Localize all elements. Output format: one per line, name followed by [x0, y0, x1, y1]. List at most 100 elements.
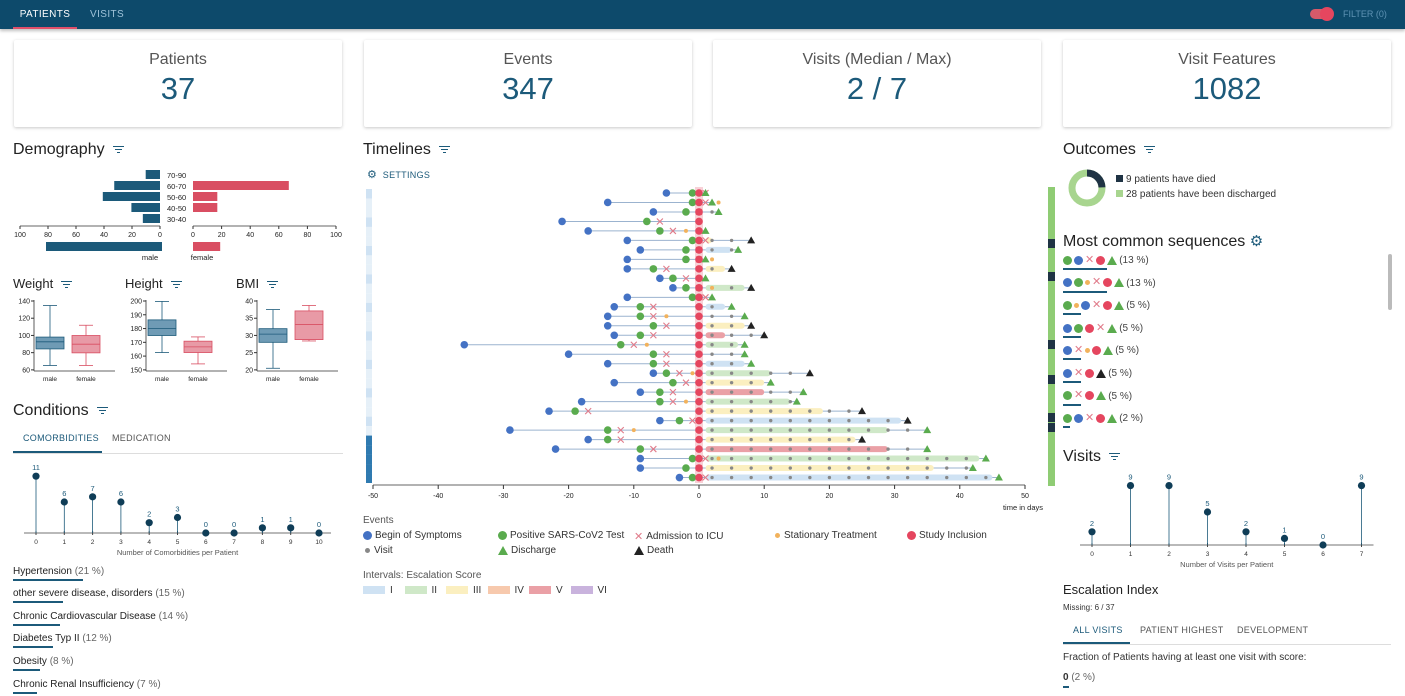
visit-dot: [769, 399, 773, 404]
filter-icon[interactable]: [112, 145, 124, 154]
settings-button[interactable]: ⚙ SETTINGS: [367, 168, 430, 181]
admission-icon: ✕: [1085, 253, 1095, 266]
begin-symptoms-dot: [656, 416, 664, 425]
visit-dot: [769, 390, 773, 394]
tab-patient-highest[interactable]: PATIENT HIGHEST: [1140, 625, 1224, 635]
visit-dot: [729, 371, 734, 375]
visit-dot: [710, 352, 714, 356]
legend-item[interactable]: Visit: [363, 545, 393, 556]
data-label: 2: [1244, 519, 1248, 528]
condition-item[interactable]: Obesity (8 %): [13, 656, 74, 667]
demography-pyramid: 70-90 60-70 50-60 40-50 30-40 100 80 60 40 20 0 0 20…: [14, 170, 342, 262]
patient-strip-cell: [366, 454, 372, 465]
escalation-interval: [705, 389, 765, 396]
triangle-icon: [498, 545, 508, 555]
tick-label: 20: [128, 232, 136, 239]
death-marker: [747, 321, 756, 329]
visit-dot: [788, 456, 792, 461]
visit-dot: [710, 437, 714, 442]
sequence-pct: (13 %): [1126, 277, 1156, 289]
study-inclusion-dot: [695, 236, 703, 245]
legend-item[interactable]: Death: [634, 545, 674, 556]
legend-item[interactable]: Positive SARS-CoV2 Test: [498, 530, 624, 541]
interval-legend-item[interactable]: IV: [487, 585, 524, 596]
visit-dot: [808, 466, 812, 470]
begin-symptoms-dot: [669, 284, 677, 292]
sequence-item[interactable]: ✕ (5 %): [1063, 300, 1150, 311]
study-inclusion-dot: [695, 293, 703, 302]
tick-label: 8: [261, 539, 265, 546]
study-inclusion-dot: [695, 274, 703, 283]
begin-symptoms-dot: [610, 331, 619, 340]
positive-test-dot: [571, 407, 579, 415]
filter-icon[interactable]: [438, 145, 450, 154]
legend-item[interactable]: Stationary Treatment: [773, 530, 877, 541]
tick-label: 80: [304, 232, 312, 239]
interval-legend-item[interactable]: I: [363, 585, 393, 596]
tick-label: 200: [130, 299, 142, 306]
filter-icon[interactable]: [267, 280, 279, 289]
lollipop-dot: [173, 513, 182, 522]
age-label: 60-70: [167, 182, 186, 191]
tab-development[interactable]: DEVELOPMENT: [1237, 625, 1309, 635]
score-item[interactable]: 0 (2 %): [1063, 672, 1095, 683]
filter-count-label[interactable]: FILTER (0): [1343, 9, 1387, 19]
age-label: 40-50: [167, 204, 186, 213]
filter-icon[interactable]: [170, 280, 182, 289]
interval-legend-item[interactable]: V: [529, 585, 563, 596]
visit-dot: [827, 418, 832, 423]
sequence-item[interactable]: ✕ (13 %): [1063, 253, 1149, 266]
condition-item[interactable]: Chronic Renal Insufficiency (7 %): [13, 679, 161, 690]
patient-strip-cell: [366, 264, 372, 275]
tab-comorbidities[interactable]: COMORBIDITIES: [23, 433, 99, 443]
filter-icon[interactable]: [1143, 145, 1155, 154]
male-bar: [131, 203, 160, 212]
sequence-item[interactable]: ✕ (2 %): [1063, 413, 1143, 424]
condition-item[interactable]: Chronic Cardiovascular Disease (14 %): [13, 611, 188, 622]
sequence-item[interactable]: ✕ (5 %): [1063, 367, 1133, 379]
data-label: 9: [1359, 473, 1363, 482]
gear-icon[interactable]: ⚙: [1249, 233, 1264, 250]
event-dot-icon: [1081, 301, 1090, 311]
legend-item[interactable]: Begin of Symptoms: [363, 530, 462, 541]
data-label: 0: [204, 520, 208, 529]
sequence-item[interactable]: ✕ (13 %): [1063, 277, 1156, 289]
visit-dot: [729, 447, 734, 451]
scrollbar[interactable]: [1388, 254, 1392, 310]
stationary-dot: [644, 342, 649, 347]
sequence-pct: (5 %): [1108, 368, 1133, 379]
filter-icon[interactable]: [61, 280, 73, 289]
tab-medication[interactable]: MEDICATION: [112, 433, 171, 443]
discharged-label: 28 patients have been discharged: [1126, 189, 1277, 200]
age-label: 50-60: [167, 193, 186, 202]
condition-item[interactable]: other severe disease, disorders (15 %): [13, 588, 185, 599]
legend-item[interactable]: Study Inclusion: [907, 530, 987, 541]
interval-legend-item[interactable]: III: [446, 585, 481, 596]
filter-icon[interactable]: [1108, 452, 1120, 461]
sequence-item[interactable]: ✕ (5 %): [1063, 390, 1132, 402]
death-marker: [858, 435, 866, 443]
tick-label: 6: [1321, 551, 1325, 558]
interval-legend-item[interactable]: II: [404, 585, 437, 596]
sequence-item[interactable]: ✕ (5 %): [1063, 322, 1143, 334]
data-label: 6: [62, 489, 66, 498]
lollipop-dot: [1242, 528, 1250, 536]
tick-label: 5: [1283, 551, 1287, 558]
condition-item[interactable]: Diabetes Typ II (12 %): [13, 633, 112, 644]
sequence-item[interactable]: ✕ (5 %): [1063, 345, 1139, 356]
interval-legend-item[interactable]: VI: [570, 585, 607, 596]
tick-label: 100: [330, 232, 342, 239]
tab-all-visits[interactable]: ALL VISITS: [1073, 625, 1123, 635]
visit-dot: [769, 428, 773, 432]
tab-visits[interactable]: VISITS: [90, 9, 125, 20]
legend-item[interactable]: ✕ Admission to ICU: [634, 530, 723, 543]
death-marker: [747, 283, 756, 291]
filter-toggle[interactable]: [1310, 7, 1334, 21]
tab-patients[interactable]: PATIENTS: [13, 0, 77, 29]
condition-item[interactable]: Hypertension (21 %): [13, 566, 104, 577]
legend-died: 9 patients have died: [1116, 174, 1216, 185]
visit-dot: [788, 428, 792, 432]
legend-item[interactable]: Discharge: [498, 545, 556, 556]
discharge-icon: [1107, 323, 1118, 333]
filter-icon[interactable]: [96, 406, 108, 415]
